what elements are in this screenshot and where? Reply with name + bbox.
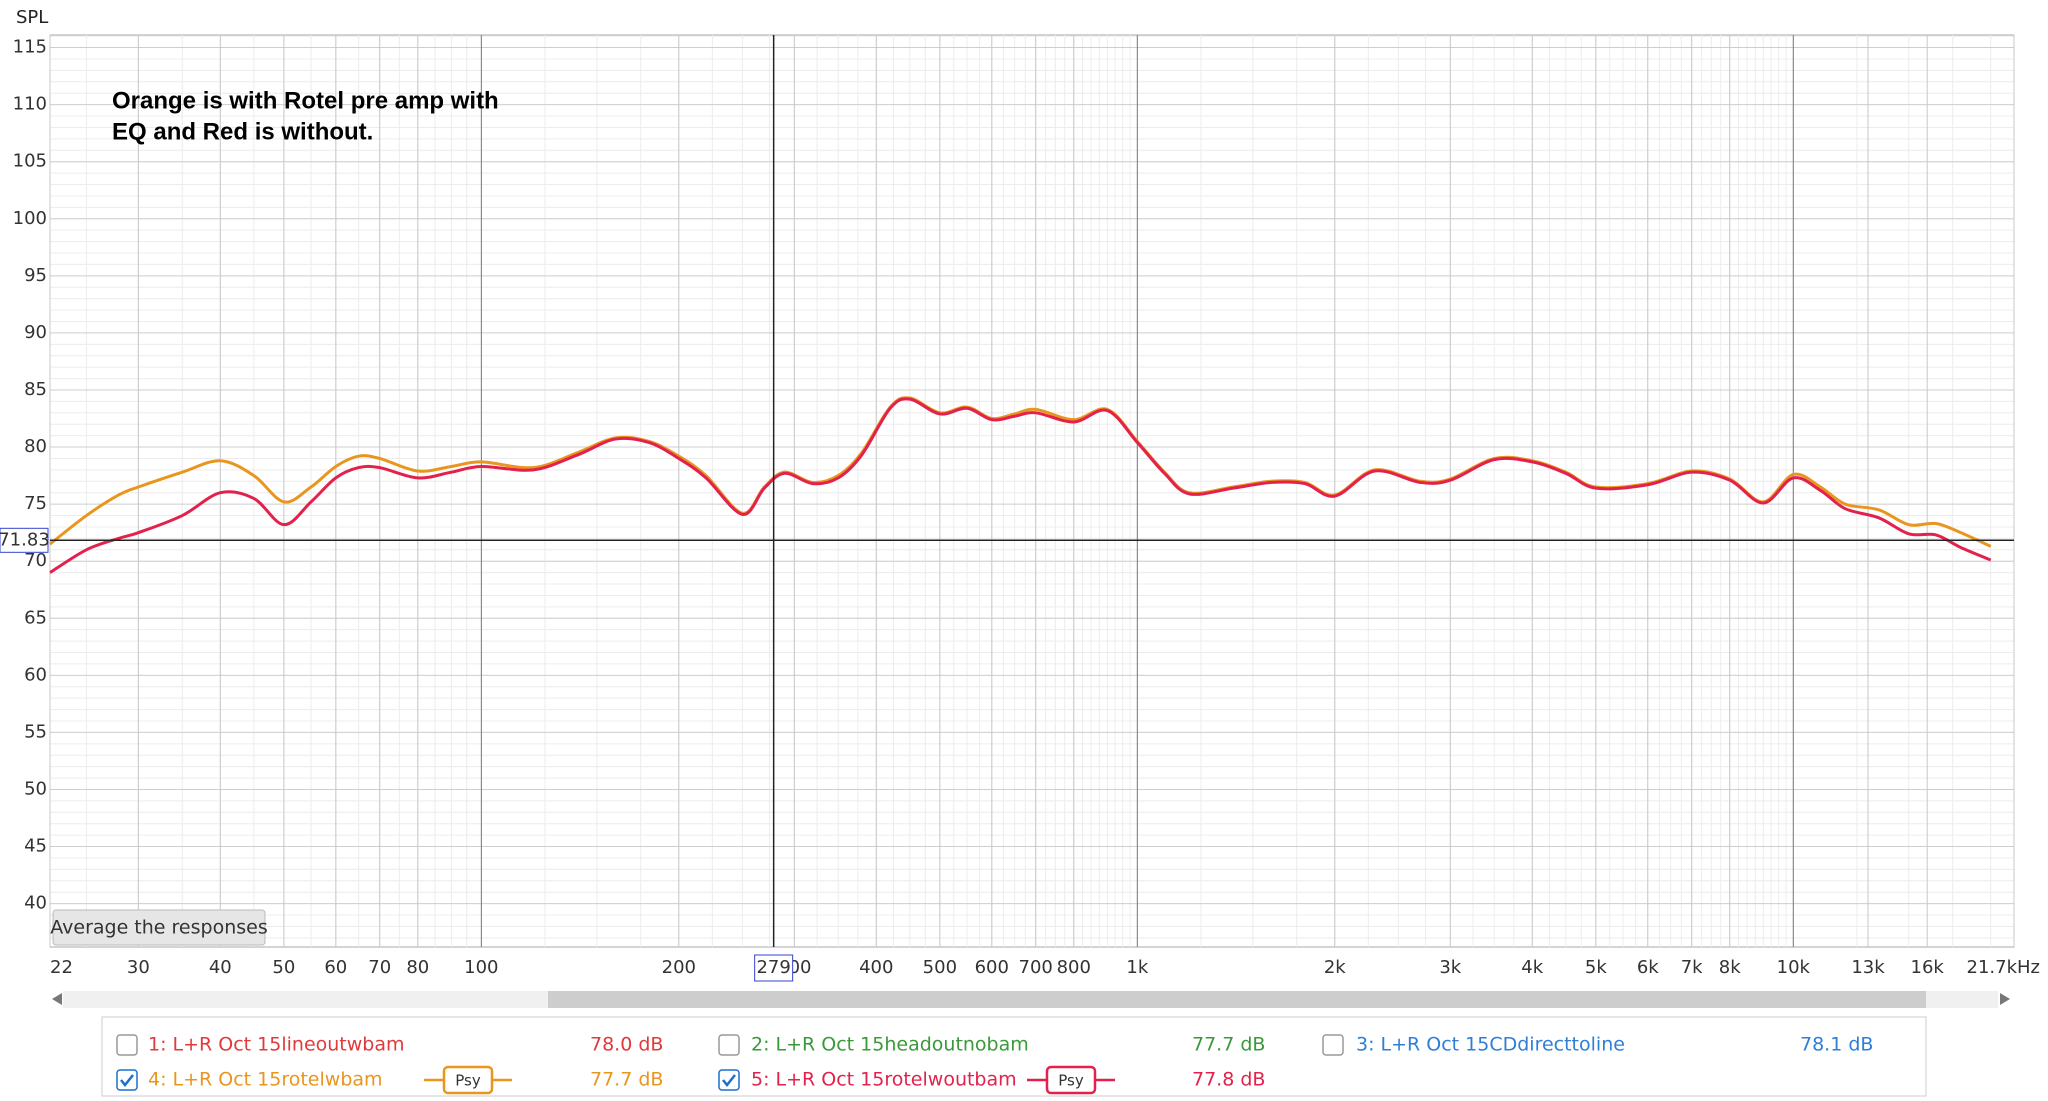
x-tick-label: 800 [1057,957,1091,978]
response-curve [49,397,1992,574]
cursor-x-label: 279 [756,957,790,978]
button-bg [52,909,266,946]
y-tick-label: 75 [24,493,47,514]
x-tick-label: 700 [1019,957,1053,978]
x-tick-label: 2k [1324,957,1346,978]
x-tick-label: 4k [1521,957,1543,978]
y-tick-label: 90 [24,322,47,343]
y-tick-label: 80 [24,436,47,457]
plot-area [49,34,2015,948]
x-tick-label: 600 [975,957,1009,978]
button-label[interactable]: Average the responses [50,917,267,939]
legend-level: 77.7 dB [1192,1034,1265,1056]
checkbox[interactable] [116,1069,138,1091]
legend-label[interactable]: 1: L+R Oct 15lineoutwbam [148,1034,405,1056]
x-tick-label: 500 [923,957,957,978]
annotation: Orange is with Rotel pre amp with [112,87,499,114]
y-tick-label: 55 [24,721,47,742]
y-tick-label: 105 [13,151,47,172]
checkbox[interactable] [116,1034,138,1056]
x-tick-label: 8k [1719,957,1741,978]
y-tick-label: 95 [24,265,47,286]
legend-panel [101,1016,1927,1097]
y-tick-label: 115 [13,37,47,58]
x-tick-label: 16k [1911,957,1945,978]
psy-label: Psy [1058,1072,1084,1090]
checkmark [722,1074,736,1088]
x-tick-label: 6k [1637,957,1659,978]
legend-label[interactable]: 4: L+R Oct 15rotelwbam [148,1069,383,1091]
x-tick-label: 70 [368,957,391,978]
y-tick-label: 65 [24,607,47,628]
y-tick-label: 50 [24,778,47,799]
y-tick-label: 110 [13,94,47,115]
legend-label[interactable]: 3: L+R Oct 15CDdirecttoline [1356,1034,1625,1056]
y-tick-label: 100 [13,208,47,229]
psy-box[interactable] [1045,1065,1097,1095]
legend-level: 78.1 dB [1800,1034,1873,1056]
y-axis-label: SPL [16,7,48,28]
y-tick-label: 45 [24,836,47,857]
x-tick-label: 13k [1851,957,1885,978]
y-tick-label: 40 [24,893,47,914]
checkbox[interactable] [718,1069,740,1091]
average-button[interactable]: Average the responses [50,909,268,946]
checkmark [120,1074,134,1088]
x-tick-label: 100 [464,957,498,978]
legend-level: 77.8 dB [1192,1069,1265,1091]
psy-box[interactable] [442,1065,494,1095]
legend-label[interactable]: 2: L+R Oct 15headoutnobam [751,1034,1029,1056]
psy-label: Psy [455,1072,481,1090]
x-tick-label: 3k [1439,957,1461,978]
x-tick-label: 80 [406,957,429,978]
legend-level: 78.0 dB [590,1034,663,1056]
scroll-right[interactable] [2000,993,2010,1005]
legend-label[interactable]: 5: L+R Oct 15rotelwoutbam [751,1069,1017,1091]
x-tick-label: 22 [50,957,73,978]
cursor-x-box [754,954,794,982]
checkbox[interactable] [1322,1034,1344,1056]
checkbox[interactable] [718,1034,740,1056]
x-tick-label: 7k [1681,957,1703,978]
x-tick-label: 10k [1777,957,1811,978]
x-tick-label: 1k [1126,957,1148,978]
x-tick-label: 40 [209,957,232,978]
x-tick-label: 21.7kHz [1967,957,2041,978]
scroll-left[interactable] [52,993,62,1005]
x-tick-label: 200 [662,957,696,978]
annotation: EQ and Red is without. [112,118,373,145]
y-tick-label: 85 [24,379,47,400]
y-tick-label: 60 [24,664,47,685]
cursor-y-label: 71.83 [0,529,50,550]
cursor-y-box [0,527,49,553]
x-tick-label: 50 [272,957,295,978]
scroll-thumb[interactable] [548,991,1926,1008]
x-tick-label: 60 [324,957,347,978]
y-tick-label: 70 [24,550,47,571]
x-tick-label: 5k [1585,957,1607,978]
x-tick-label: 30 [127,957,150,978]
x-tick-label: 400 [859,957,893,978]
legend-level: 77.7 dB [590,1069,663,1091]
